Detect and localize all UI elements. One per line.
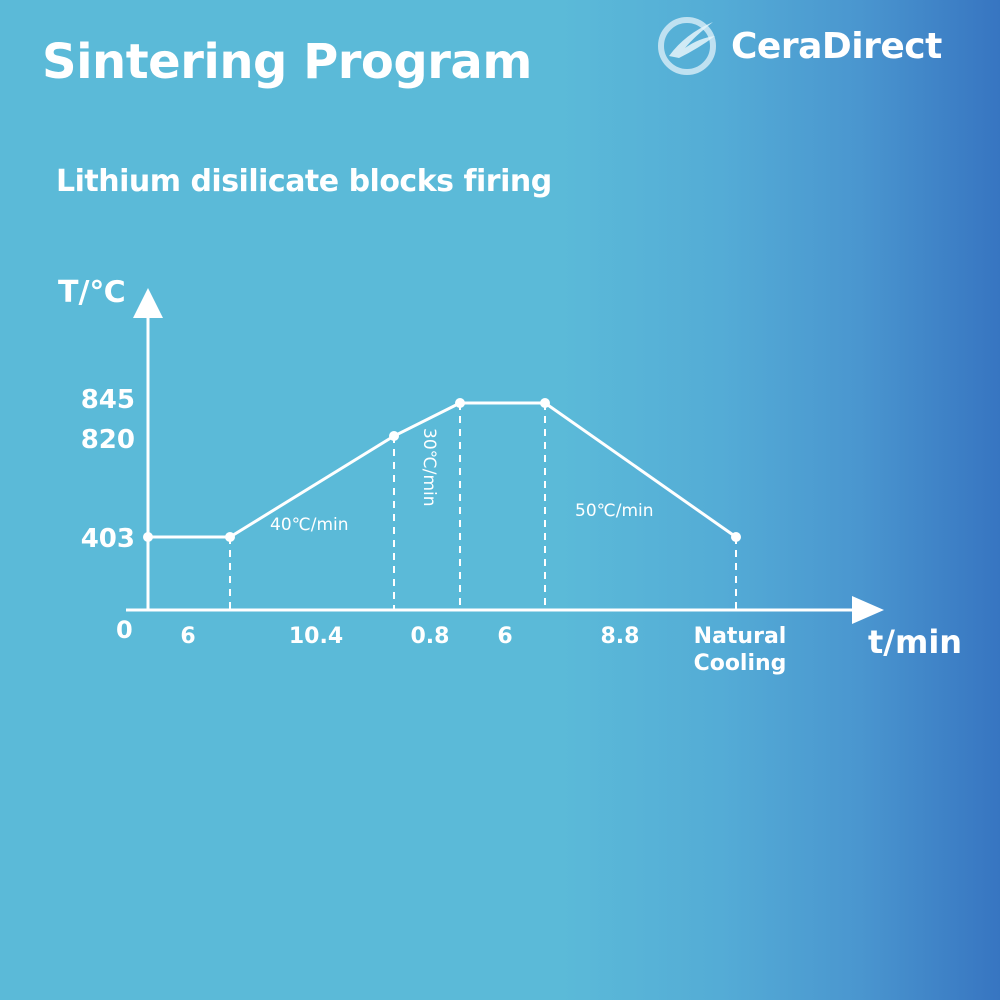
duration-label: 6 — [180, 624, 195, 649]
brand-name: CeraDirect — [731, 25, 942, 67]
temperature-curve — [148, 401, 737, 539]
duration-label: 0.8 — [411, 624, 450, 649]
data-point — [540, 398, 550, 408]
origin-label: 0 — [116, 616, 133, 644]
y-tick-label: 845 — [81, 385, 135, 415]
y-tick-label: 820 — [81, 425, 135, 455]
data-point — [143, 532, 153, 542]
duration-label: 6 — [497, 624, 512, 649]
data-point — [731, 532, 741, 542]
chart-subtitle: Lithium disilicate blocks firing — [56, 164, 552, 199]
ceradirect-logo-icon — [658, 17, 716, 75]
data-point — [225, 532, 235, 542]
x-axis-label: t/min — [868, 623, 962, 661]
duration-label: 8.8 — [601, 624, 640, 649]
y-axis-label: T/℃ — [58, 275, 126, 310]
data-point — [389, 431, 399, 441]
page-title: Sintering Program — [42, 34, 532, 90]
rate-label: 50℃/min — [575, 501, 654, 521]
y-axis-arrow-icon — [133, 288, 163, 318]
brand-logo: CeraDirect — [655, 14, 942, 78]
natural-cooling-label: Cooling — [694, 651, 787, 676]
data-point — [455, 398, 465, 408]
rate-label: 40℃/min — [270, 515, 349, 535]
duration-label: 10.4 — [289, 624, 343, 649]
rate-label: 30℃/min — [419, 428, 439, 507]
natural-cooling-label: Natural — [694, 624, 787, 649]
y-tick-label: 403 — [81, 524, 135, 554]
x-axis-arrow-icon — [852, 596, 884, 624]
